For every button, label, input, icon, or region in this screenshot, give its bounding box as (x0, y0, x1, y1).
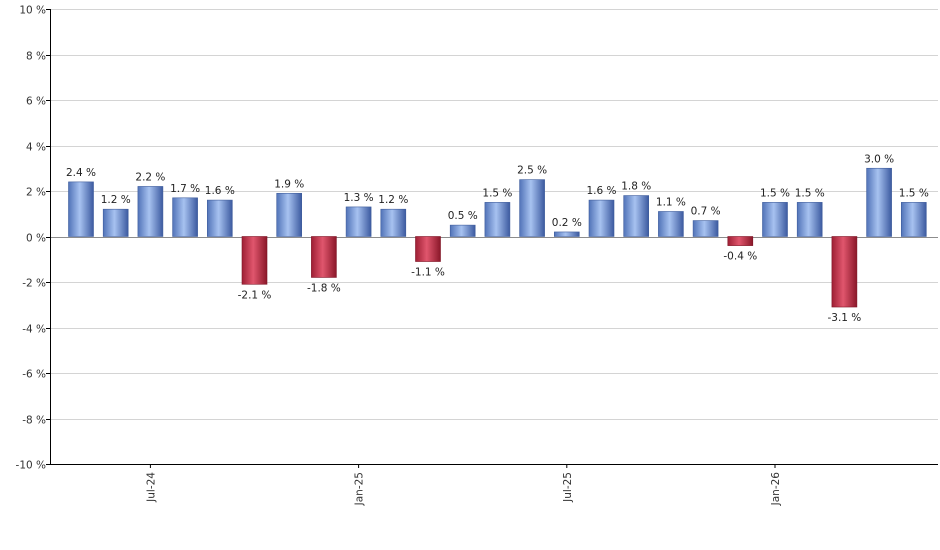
y-tick-label: 8 % (26, 51, 46, 63)
x-tick-label: Jul-24 (145, 472, 157, 503)
bar-positive (207, 199, 233, 237)
bar-value-label: -1.1 % (411, 267, 445, 279)
y-tick-label: -10 % (16, 460, 46, 472)
x-axis-tick-labels: Jul-24 Jan-25 Jul-25 Jan-26 (145, 472, 782, 507)
bar-negative (831, 236, 858, 308)
bar-value-label: 0.5 % (448, 210, 478, 222)
y-tick-label: 6 % (26, 96, 46, 108)
bar-negative (311, 236, 337, 278)
bar-value-label: 1.6 % (205, 185, 235, 197)
y-tick-label: 10 % (19, 5, 46, 17)
bar-value-label: 1.7 % (170, 183, 200, 195)
bar-value-label: 1.2 % (378, 194, 408, 206)
bar-value-label: -0.4 % (723, 251, 757, 263)
bar-value-label: 0.2 % (552, 217, 582, 229)
bar-value-label: 2.4 % (66, 167, 96, 179)
bar-value-label: 1.5 % (899, 187, 929, 199)
y-axis-tick-labels: 10 % 8 % 6 % 4 % 2 % 0 % -2 % -4 % -6 % -8 % -10 % (16, 5, 46, 472)
bar-negative (241, 236, 268, 285)
bar-positive (796, 202, 823, 237)
bar-positive (866, 167, 892, 237)
bar-positive (449, 224, 476, 237)
bar-value-label: 1.6 % (586, 185, 616, 197)
bar-value-label: 1.5 % (760, 187, 790, 199)
bar-value-label: 3.0 % (864, 153, 894, 165)
bar-positive (484, 202, 511, 237)
bar-value-label: -3.1 % (827, 312, 861, 324)
bar-value-label: 1.2 % (101, 194, 131, 206)
y-tick-label: -6 % (22, 369, 46, 381)
y-tick-label: 4 % (26, 142, 46, 154)
axes (46, 9, 938, 468)
grid-lines (50, 9, 938, 465)
bar-positive (900, 202, 927, 237)
bar-positive (276, 192, 303, 237)
x-tick-label: Jul-25 (562, 472, 574, 503)
y-tick-label: -4 % (22, 324, 46, 336)
bar-value-label: 1.9 % (274, 178, 304, 190)
bar-positive (692, 220, 719, 237)
bar-positive (102, 208, 129, 237)
data-labels: 2.4 % 1.2 % 2.2 % 1.7 % 1.6 % -2.1 % 1.9 % -1.8… (66, 153, 929, 324)
bar-value-label: -2.1 % (238, 289, 272, 301)
y-tick-label: 2 % (26, 187, 46, 199)
bar-positive (380, 208, 407, 237)
bar-value-label: 1.1 % (656, 196, 686, 208)
x-tick-label: Jan-26 (770, 472, 782, 507)
bar-value-label: 1.5 % (482, 187, 512, 199)
bar-value-label: 0.7 % (691, 206, 721, 218)
bar-value-label: 2.5 % (517, 165, 547, 177)
bar-value-label: 2.2 % (135, 171, 165, 183)
bars (68, 167, 927, 308)
y-tick-label: -2 % (22, 278, 46, 290)
bar-positive (658, 211, 684, 237)
bar-negative (415, 236, 441, 262)
bar-positive (68, 181, 94, 237)
bar-value-label: 1.5 % (795, 187, 825, 199)
bar-negative (727, 236, 754, 246)
bar-value-label: 1.3 % (344, 192, 374, 204)
y-tick-label: -8 % (22, 415, 46, 427)
bar-positive (519, 179, 545, 237)
bar-positive (553, 231, 580, 237)
bar-positive (137, 186, 164, 237)
bar-value-label: 1.8 % (621, 181, 651, 193)
bar-positive (172, 197, 198, 237)
x-tick-label: Jan-25 (354, 472, 366, 506)
bar-positive (623, 195, 650, 237)
bar-positive (345, 206, 372, 237)
y-tick-label: 0 % (26, 233, 46, 245)
bar-value-label: -1.8 % (307, 282, 341, 294)
bar-positive (588, 199, 615, 237)
bar-positive (762, 202, 788, 237)
